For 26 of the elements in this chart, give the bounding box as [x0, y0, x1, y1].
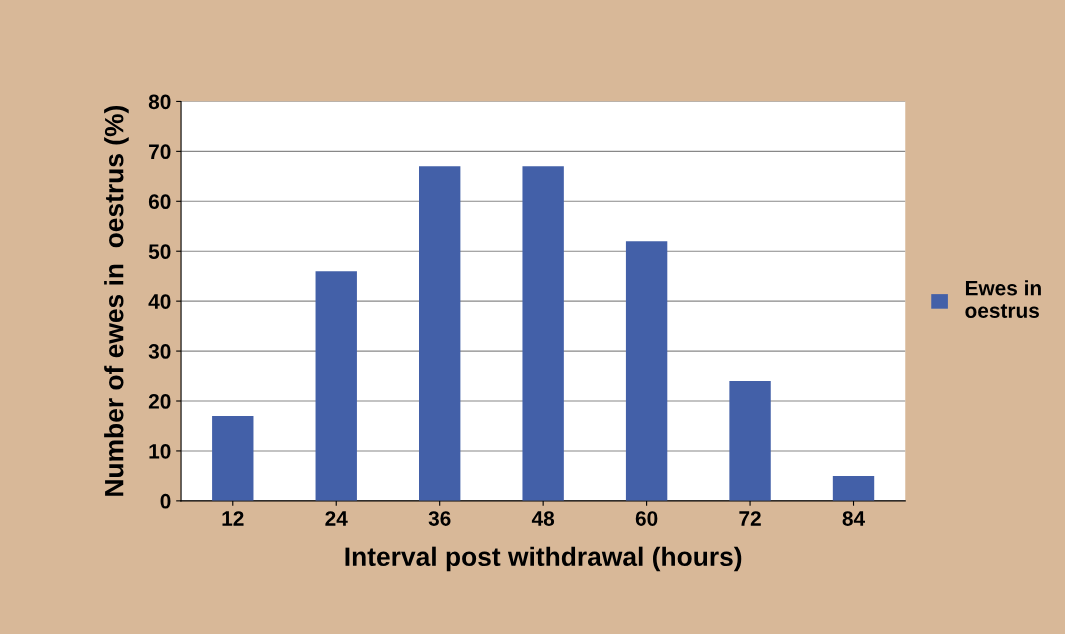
- y-tick-label: 50: [148, 244, 171, 259]
- y-tick-label: 30: [148, 344, 171, 359]
- x-tick-label: 36: [428, 511, 451, 526]
- y-tick-label: 80: [148, 94, 171, 110]
- x-tick-label: 60: [635, 511, 658, 526]
- bar: [315, 271, 357, 501]
- y-tick-label: 60: [148, 194, 171, 210]
- y-tick-label: 20: [148, 394, 171, 409]
- bar: [729, 381, 771, 501]
- bar: [212, 415, 254, 501]
- bar: [832, 475, 875, 501]
- y-axis-title: Number of ewes in oestrus (%): [104, 105, 129, 496]
- x-tick-label: 84: [842, 511, 865, 526]
- y-tick-label: 0: [160, 493, 171, 509]
- bar: [625, 241, 668, 501]
- y-tick-label: 70: [149, 144, 171, 160]
- bar: [419, 166, 461, 501]
- x-tick-label: 12: [222, 511, 244, 526]
- x-tick-label: 48: [531, 511, 555, 526]
- bar: [522, 166, 564, 501]
- legend-label: Ewes in oestrus: [965, 280, 1041, 318]
- x-tick-label: 24: [325, 511, 348, 526]
- x-axis-title: Interval post withdrawal (hours): [345, 546, 742, 572]
- y-tick-label: 40: [148, 294, 171, 309]
- y-tick-label: 10: [149, 443, 171, 459]
- x-tick-label: 72: [739, 511, 761, 526]
